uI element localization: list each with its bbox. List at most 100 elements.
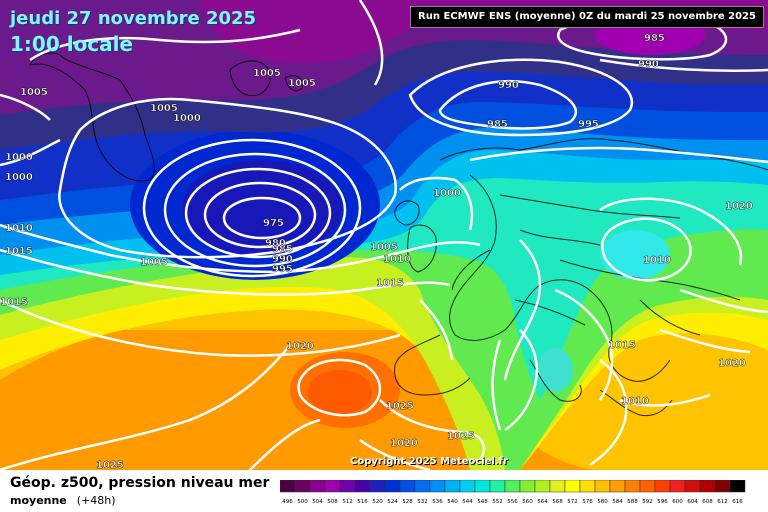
isobar-label: 990 xyxy=(638,59,659,70)
legend-swatch xyxy=(594,480,611,493)
legend-tick-label: 612 xyxy=(717,499,728,505)
legend-swatch xyxy=(354,480,371,493)
isobar-label: 1010 xyxy=(5,223,33,234)
isobar-label: 1005 xyxy=(20,87,48,98)
legend-swatch xyxy=(534,480,551,493)
legend-swatch xyxy=(294,480,311,493)
legend-tick-label: 504 xyxy=(312,499,323,505)
legend-swatch xyxy=(429,480,446,493)
legend-tick-label: 588 xyxy=(627,499,638,505)
isobar-label: 1025 xyxy=(386,401,414,412)
legend-tick-label: 500 xyxy=(297,499,308,505)
legend-tick-label: 524 xyxy=(387,499,398,505)
subtitle-main: moyenne xyxy=(10,494,67,507)
legend-swatch xyxy=(654,480,671,493)
isobar-label: 1020 xyxy=(725,201,753,212)
legend-swatch xyxy=(504,480,521,493)
legend-swatch xyxy=(669,480,686,493)
forecast-time: 1:00 locale xyxy=(10,32,134,56)
isobar-label: 1010 xyxy=(621,396,649,407)
legend-swatch xyxy=(444,480,461,493)
legend-swatch xyxy=(280,480,296,493)
legend-tick-label: 596 xyxy=(657,499,668,505)
z500-band-navy xyxy=(0,25,768,150)
legend-tick-label: 552 xyxy=(492,499,503,505)
legend-tick-label: 496 xyxy=(282,499,293,505)
legend-swatch xyxy=(474,480,491,493)
isobars xyxy=(0,0,768,470)
legend-swatch xyxy=(459,480,476,493)
legend-tick-label: 556 xyxy=(507,499,518,505)
map-title: Géop. z500, pression niveau mer xyxy=(10,475,270,491)
z500-pocket-aqua-south xyxy=(537,348,573,392)
isobar-label: 1005 xyxy=(370,242,398,253)
isobar-label: 1005 xyxy=(150,103,178,114)
map-subtitle: moyenne (+48h) xyxy=(10,494,116,507)
legend-swatch xyxy=(309,480,326,493)
geopotential-map: 1005100510051005100010001000101010151005… xyxy=(0,0,768,470)
isobar-label: 1025 xyxy=(96,460,124,470)
z500-band-purple xyxy=(0,0,768,115)
legend-swatch xyxy=(384,480,401,493)
forecast-date: jeudi 27 novembre 2025 xyxy=(10,8,257,29)
copyright-label: Copyright 2025 Meteociel.fr xyxy=(350,456,508,467)
z500-band-aqua xyxy=(0,155,768,400)
legend-tick-label: 616 xyxy=(732,499,743,505)
isobar-label: 1015 xyxy=(0,297,28,308)
legend-tick-label: 604 xyxy=(687,499,698,505)
isobar-label: 1005 xyxy=(288,78,316,89)
isobar-label: 1020 xyxy=(286,341,314,352)
isobar-label: 1015 xyxy=(5,246,33,257)
isobar-label: 1020 xyxy=(390,438,418,449)
isobar-label: 995 xyxy=(272,264,293,275)
isobar-label: 1005 xyxy=(253,68,281,79)
isobar-label: 980 xyxy=(265,238,286,249)
isobar-label: 1000 xyxy=(5,172,33,183)
isobar-label: 990 xyxy=(498,80,519,91)
legend-swatch xyxy=(324,480,341,493)
legend-tick-label: 516 xyxy=(357,499,368,505)
legend-tick-label: 560 xyxy=(522,499,533,505)
legend-tick-label: 532 xyxy=(417,499,428,505)
legend-tick-label: 528 xyxy=(402,499,413,505)
legend-swatch xyxy=(729,480,746,493)
run-info-box: Run ECMWF ENS (moyenne) 0Z du mardi 25 n… xyxy=(410,6,764,28)
isobar-label: 1015 xyxy=(608,340,636,351)
legend-swatch xyxy=(489,480,506,493)
legend-swatch xyxy=(609,480,626,493)
isobar-label: 985 xyxy=(487,119,508,130)
legend-swatch xyxy=(579,480,596,493)
legend-swatch xyxy=(399,480,416,493)
legend-tick-label: 544 xyxy=(462,499,473,505)
isobar-label: 1015 xyxy=(376,278,404,289)
legend-swatch xyxy=(564,480,581,493)
legend-tick-label: 592 xyxy=(642,499,653,505)
legend-swatch xyxy=(549,480,566,493)
legend-swatch xyxy=(624,480,641,493)
legend-tick-label: 584 xyxy=(612,499,623,505)
isobar-label: 1010 xyxy=(383,254,411,265)
legend-tick-label: 568 xyxy=(552,499,563,505)
legend-tick-label: 540 xyxy=(447,499,458,505)
legend-tick-label: 520 xyxy=(372,499,383,505)
legend-swatch xyxy=(369,480,386,493)
isobar-label: 1000 xyxy=(433,188,461,199)
legend-swatch xyxy=(639,480,656,493)
isobar-labels: 1005100510051005100010001000101010151005… xyxy=(0,33,753,470)
isobar-label: 1020 xyxy=(718,358,746,369)
isobar-label: 1025 xyxy=(447,431,475,442)
legend-tick-label: 576 xyxy=(582,499,593,505)
legend-tick-label: 564 xyxy=(537,499,548,505)
legend-swatch xyxy=(684,480,701,493)
z500-pocket-aqua xyxy=(600,230,670,280)
legend-swatch xyxy=(414,480,431,493)
isobar-label: 1000 xyxy=(5,152,33,163)
legend-tick-label: 600 xyxy=(672,499,683,505)
color-scale-legend: 496 500 504 508 512 516 520 524 528 532 536 540 544 5… xyxy=(280,480,746,505)
isobar-label: 1000 xyxy=(173,113,201,124)
legend-tick-label: 536 xyxy=(432,499,443,505)
isobar-label: 985 xyxy=(644,33,665,44)
legend-tick-label: 508 xyxy=(327,499,338,505)
legend-swatch xyxy=(699,480,716,493)
